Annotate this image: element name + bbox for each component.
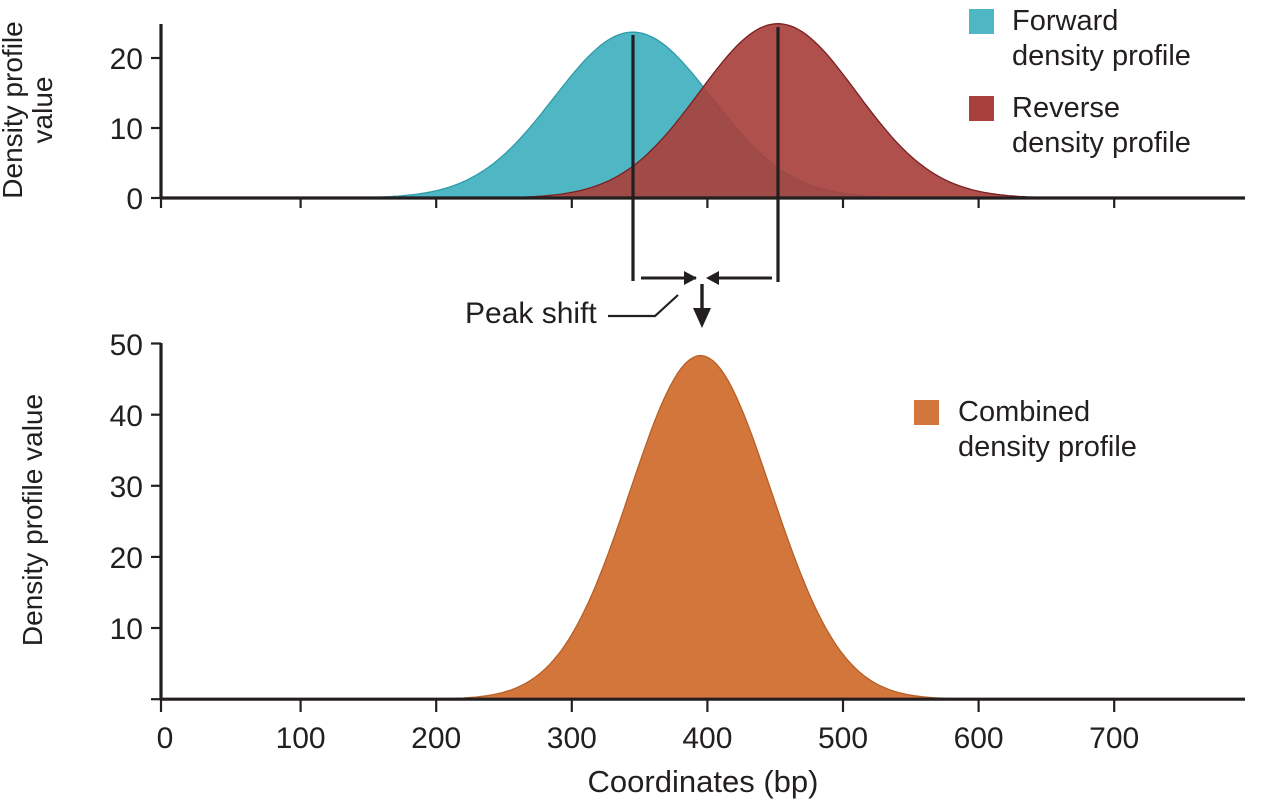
svg-text:400: 400	[682, 722, 732, 755]
svg-text:density profile: density profile	[1012, 127, 1191, 159]
svg-text:0: 0	[126, 183, 143, 216]
svg-text:20: 20	[110, 542, 143, 575]
svg-text:30: 30	[110, 471, 143, 504]
svg-text:0: 0	[157, 722, 174, 755]
svg-text:10: 10	[110, 113, 143, 146]
svg-text:200: 200	[411, 722, 461, 755]
svg-text:Density profile: Density profile	[0, 21, 28, 198]
svg-text:500: 500	[818, 722, 868, 755]
svg-text:20: 20	[110, 43, 143, 76]
svg-text:10: 10	[110, 613, 143, 646]
svg-text:700: 700	[1089, 722, 1139, 755]
svg-text:100: 100	[276, 722, 326, 755]
svg-text:50: 50	[110, 329, 143, 362]
svg-text:density profile: density profile	[1012, 40, 1191, 72]
svg-text:Combined: Combined	[958, 396, 1090, 428]
svg-text:600: 600	[954, 722, 1004, 755]
svg-text:Forward: Forward	[1012, 5, 1118, 37]
svg-text:Reverse: Reverse	[1012, 92, 1120, 124]
svg-text:value: value	[27, 77, 58, 144]
svg-text:Coordinates (bp): Coordinates (bp)	[588, 764, 819, 799]
svg-text:300: 300	[547, 722, 597, 755]
svg-text:40: 40	[110, 400, 143, 433]
svg-text:Density profile value: Density profile value	[17, 394, 48, 646]
svg-text:Peak shift: Peak shift	[465, 297, 597, 330]
svg-text:density profile: density profile	[958, 431, 1137, 463]
